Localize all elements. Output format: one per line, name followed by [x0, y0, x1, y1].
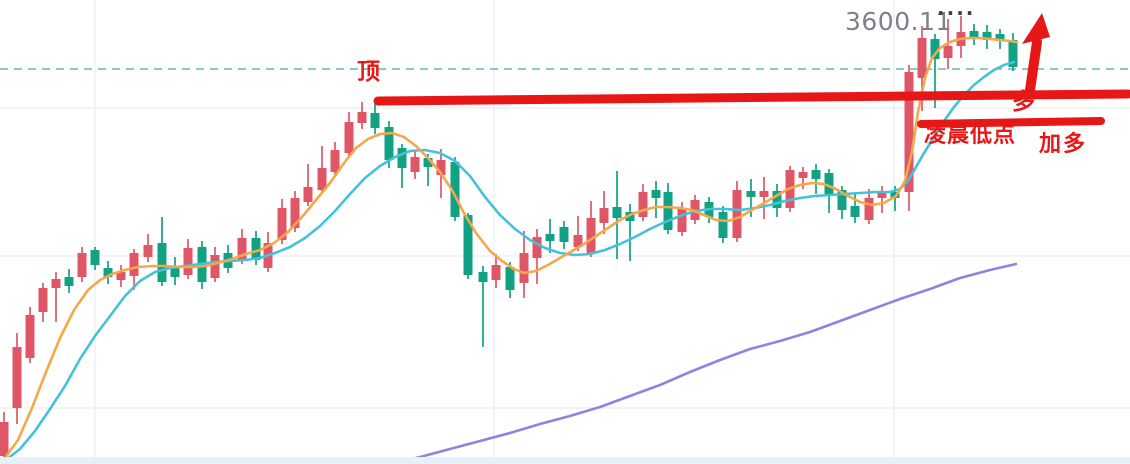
bottom-panel-edge [0, 457, 1130, 464]
annotation-long-label: 多 [1012, 89, 1035, 115]
annotation-add-long-label: 加多 [1039, 132, 1088, 157]
annotation-early-morning-low-label: 凌晨低点 [924, 123, 1017, 148]
price-label: 3600.11 [845, 7, 952, 36]
annotation-top-label: 顶 [357, 59, 380, 85]
dots-mark: ···· [937, 1, 976, 25]
